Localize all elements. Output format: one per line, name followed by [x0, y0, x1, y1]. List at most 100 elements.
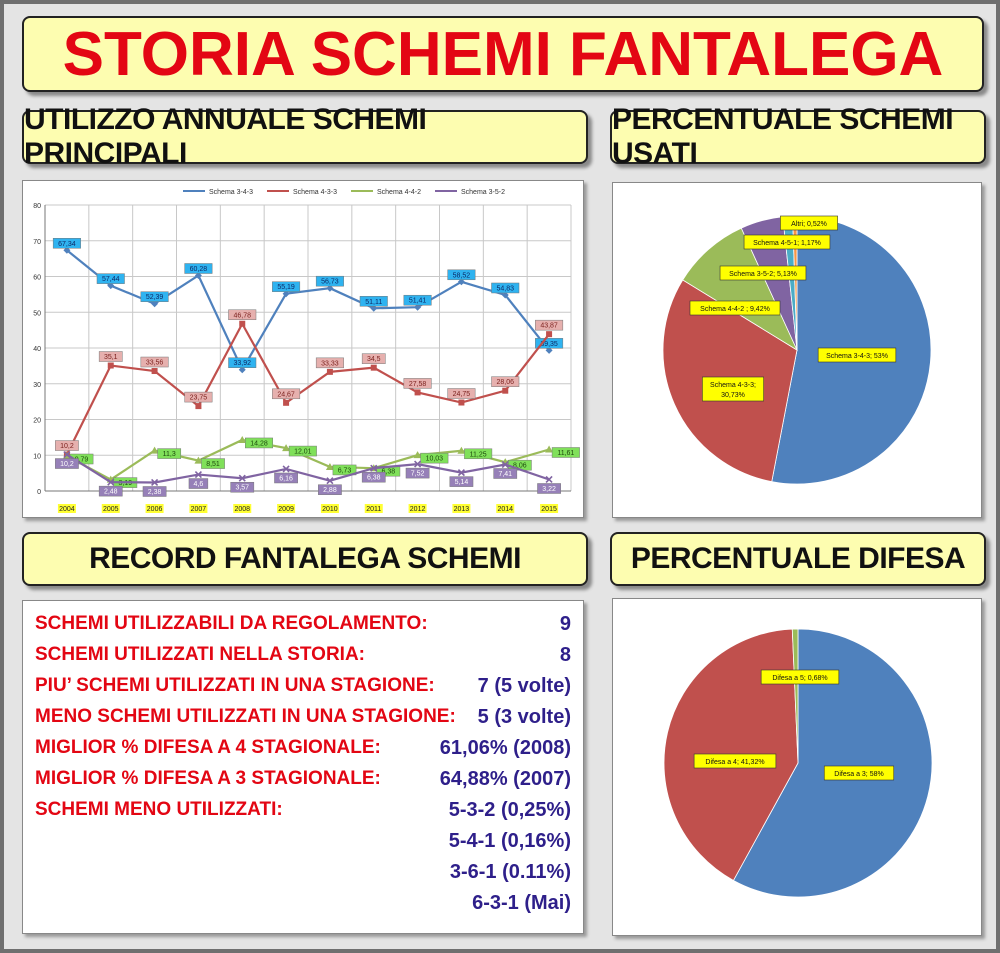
data-label-box	[403, 294, 432, 306]
data-label-box	[55, 440, 79, 451]
data-label-box	[551, 447, 580, 458]
data-label: 7,52	[411, 471, 425, 478]
record-label: MIGLIOR % DIFESA A 3 STAGIONALE:	[35, 768, 381, 789]
y-tick-label: 60	[33, 275, 41, 282]
slice-label-text: 30,73%	[721, 392, 745, 399]
slice-label-box	[689, 300, 781, 316]
record-row: MENO SCHEMI UTILIZZATI IN UNA STAGIONE: 5…	[23, 706, 583, 736]
data-label-box	[188, 478, 209, 489]
record-value: 5 (3 volte)	[477, 706, 571, 728]
data-label-box	[491, 282, 520, 294]
x-tick-highlight	[408, 504, 427, 513]
x-tick-highlight	[364, 504, 383, 513]
data-label: 43,87	[540, 323, 558, 330]
data-label-box	[420, 452, 449, 464]
data-label-box	[288, 445, 317, 457]
data-label-box	[230, 481, 255, 493]
data-label-box	[405, 467, 430, 479]
slice-label-box	[760, 669, 840, 685]
x-tick-highlight	[189, 504, 208, 513]
y-tick-label: 40	[33, 346, 41, 353]
pie-slice	[791, 628, 799, 764]
slice-label: Schema 3-4-3; 53%	[817, 347, 897, 363]
record-row: MIGLIOR % DIFESA A 3 STAGIONALE: 64,88% (…	[23, 768, 583, 798]
data-label: 51,41	[409, 298, 427, 305]
y-tick-label: 20	[33, 418, 41, 425]
x-tick-label: 2008	[234, 506, 250, 513]
data-label-box	[274, 472, 298, 484]
record-value: 8	[559, 644, 571, 666]
record-row: 5-4-1 (0,16%)	[23, 830, 583, 860]
data-label-box	[272, 281, 301, 292]
data-label-box	[447, 269, 476, 281]
x-tick-label: 2011	[366, 506, 381, 513]
pie-schemes-title: PERCENTUALE SCHEMI USATI	[610, 103, 986, 170]
y-tick-label: 0	[37, 489, 41, 496]
pie-schemes-panel: Schema 3-4-3; 53% Schema 4-3-3; 30,73% Sche…	[612, 182, 982, 518]
y-tick-label: 50	[33, 310, 41, 317]
data-label: 28,06	[496, 379, 514, 386]
data-label-box	[359, 296, 388, 307]
data-label-box	[140, 291, 169, 302]
data-point	[457, 446, 466, 454]
data-label: 3,57	[235, 485, 249, 492]
data-point	[414, 389, 421, 396]
data-label-box	[142, 486, 167, 497]
series-line	[65, 321, 550, 456]
data-label: 11,25	[470, 451, 487, 458]
data-label-box	[272, 388, 301, 400]
slice-label-text: Schema 4-4-2 ; 9,42%	[700, 306, 770, 313]
record-value: 5-4-1 (0,16%)	[448, 830, 571, 852]
data-label-box	[491, 376, 520, 387]
data-point	[545, 346, 553, 354]
data-label: 60,28	[190, 266, 208, 273]
data-label-box	[447, 388, 476, 399]
data-label: 10,2	[60, 443, 74, 450]
record-value: 5-3-2 (0,25%)	[448, 799, 571, 821]
x-tick-highlight	[540, 504, 559, 513]
data-label-box	[228, 357, 257, 368]
data-point	[282, 290, 290, 298]
data-label: 46,78	[233, 312, 251, 319]
data-point	[414, 303, 422, 311]
x-tick-label: 2004	[59, 506, 75, 513]
data-label-box	[449, 476, 474, 487]
data-point	[546, 331, 553, 338]
y-tick-label: 10	[33, 453, 41, 460]
data-label-box	[140, 356, 169, 368]
slice-label: Schema 3-5-2; 5,13%	[719, 265, 807, 281]
data-label: 8,06	[513, 463, 527, 470]
slice-label-box	[719, 265, 807, 281]
x-tick-label: 2013	[454, 506, 470, 513]
data-label: 4,6	[194, 481, 204, 488]
y-tick-label: 70	[33, 239, 41, 246]
data-point	[501, 460, 509, 469]
data-point	[326, 368, 333, 375]
record-value: 9	[559, 613, 571, 635]
x-tick-label: 2007	[191, 506, 207, 513]
pie-defense-title: PERCENTUALE DIFESA	[610, 532, 986, 586]
x-tick-label: 2006	[147, 506, 163, 513]
data-point	[238, 474, 246, 482]
slice-label-text: Difesa a 4; 41,32%	[705, 759, 764, 766]
data-point	[370, 304, 378, 312]
data-point	[150, 446, 159, 454]
data-label: 2,48	[104, 489, 118, 496]
line-chart-title: UTILIZZO ANNUALE SCHEMI PRINCIPALI	[22, 103, 588, 170]
slice-label: Schema 4-3-3; 30,73%	[702, 376, 764, 402]
data-label: 57,44	[102, 276, 120, 283]
data-point	[282, 465, 290, 473]
record-value: 3-6-1 (0.11%)	[449, 861, 571, 883]
series-line	[66, 453, 550, 484]
data-label: 12,01	[294, 449, 312, 456]
pie-chart-schemes: Schema 3-4-3; 53% Schema 4-3-3;30,73% Sche…	[662, 215, 932, 485]
data-label-box	[332, 464, 357, 476]
data-label: 33,33	[321, 360, 339, 367]
record-row: 6-3-1 (Mai)	[23, 892, 583, 922]
data-label-box	[157, 448, 182, 459]
data-label-box	[228, 309, 257, 321]
line-chart-panel: 0 10 20 30 40 50 60 70 80 2004 2005 2006 2007 2008 200…	[22, 180, 584, 518]
pie-slice	[682, 227, 798, 352]
data-label-box	[98, 485, 123, 497]
data-label: 67,34	[58, 241, 76, 248]
